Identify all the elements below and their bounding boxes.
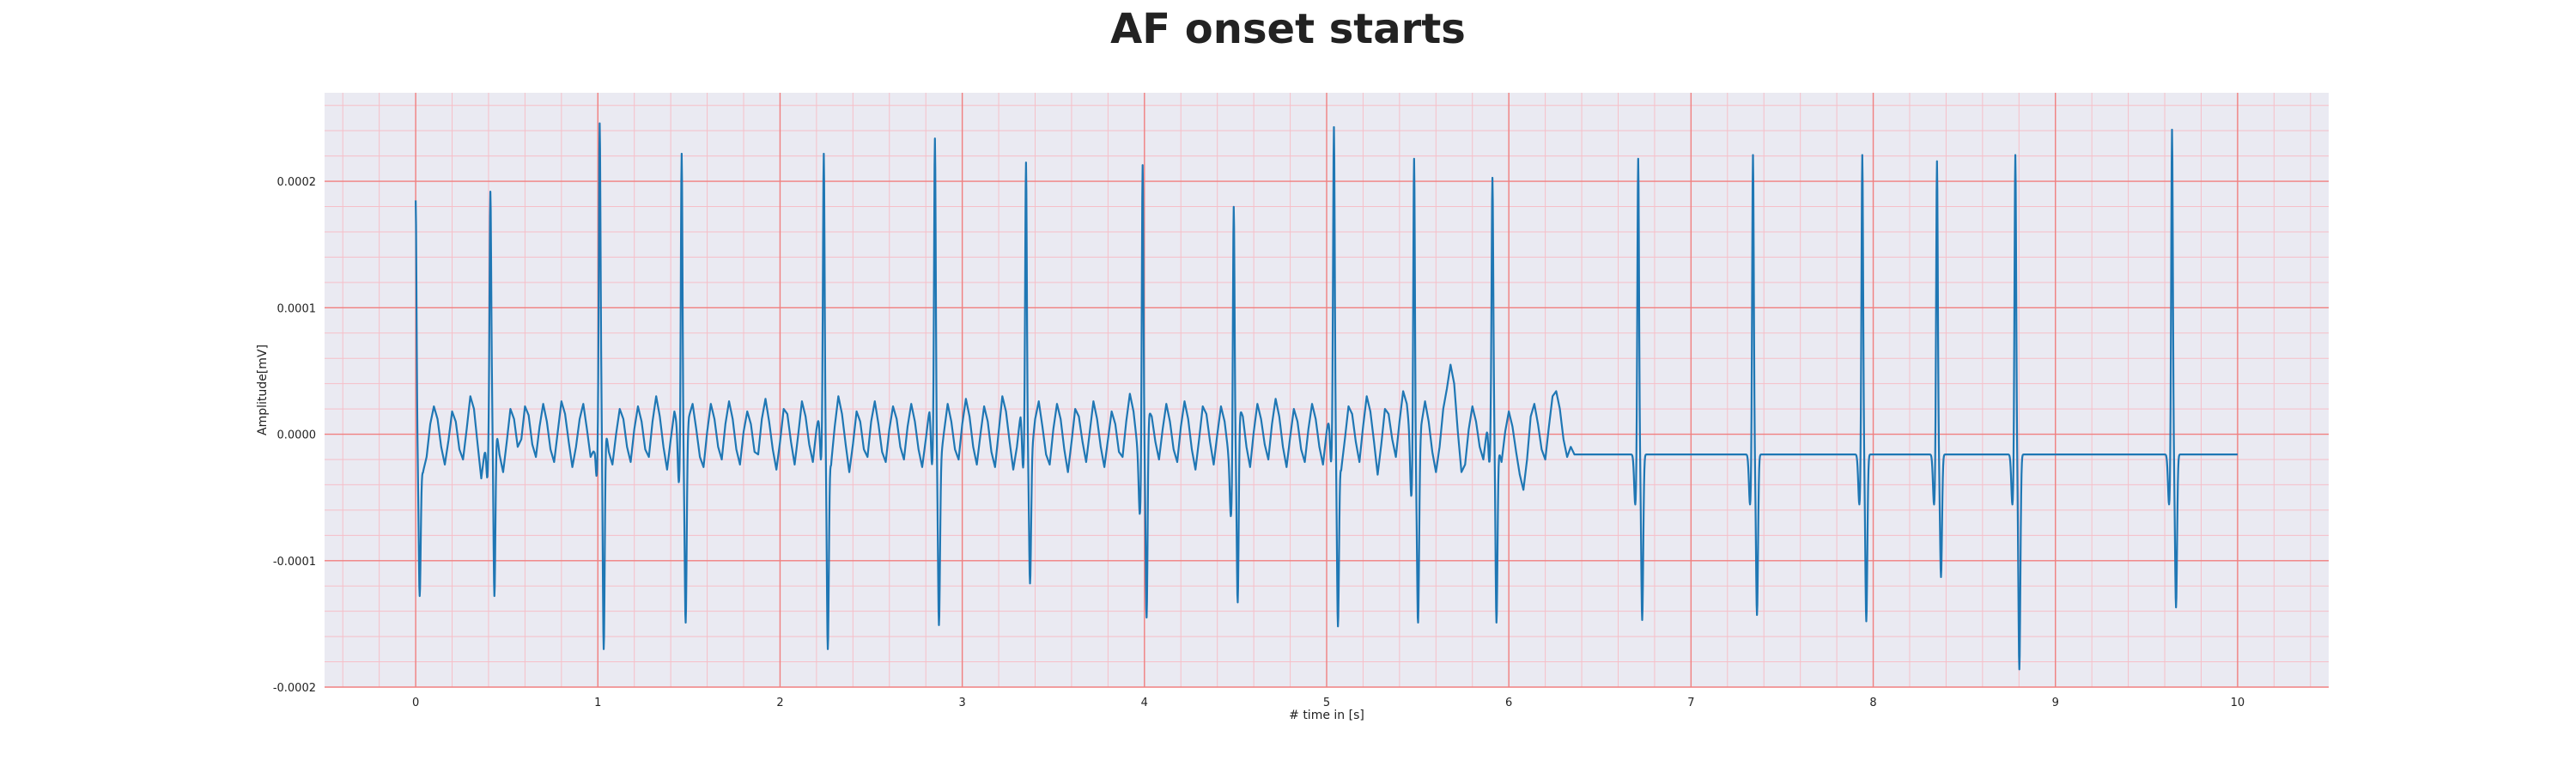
- y-axis-ticks: -0.0002 -0.0001 0.0000 0.0001 0.0002: [273, 176, 316, 695]
- y-tick-label: 0.0000: [277, 429, 317, 442]
- chart-title: AF onset starts: [1110, 5, 1466, 53]
- x-tick-label: 2: [776, 697, 783, 709]
- x-tick-label: 4: [1141, 697, 1148, 709]
- x-tick-label: 6: [1505, 697, 1512, 709]
- y-tick-label: 0.0002: [277, 176, 317, 189]
- x-tick-label: 9: [2052, 697, 2059, 709]
- y-tick-label: 0.0001: [277, 302, 317, 315]
- y-tick-label: -0.0002: [273, 682, 316, 695]
- x-axis-label: # time in [s]: [1289, 709, 1364, 722]
- x-tick-label: 0: [412, 697, 419, 709]
- x-tick-label: 10: [2231, 697, 2245, 709]
- y-axis-label: Amplitude[mV]: [256, 344, 270, 435]
- x-tick-label: 3: [958, 697, 965, 709]
- major-grid: [325, 93, 2329, 688]
- x-tick-label: 7: [1687, 697, 1694, 709]
- x-tick-label: 8: [1869, 697, 1876, 709]
- x-tick-label: 5: [1323, 697, 1330, 709]
- x-axis-ticks: 0 1 2 3 4 5 6 7 8 9 10: [412, 697, 2245, 709]
- ecg-signal-line: [414, 122, 2239, 671]
- y-tick-label: -0.0001: [273, 556, 316, 569]
- x-tick-label: 1: [594, 697, 601, 709]
